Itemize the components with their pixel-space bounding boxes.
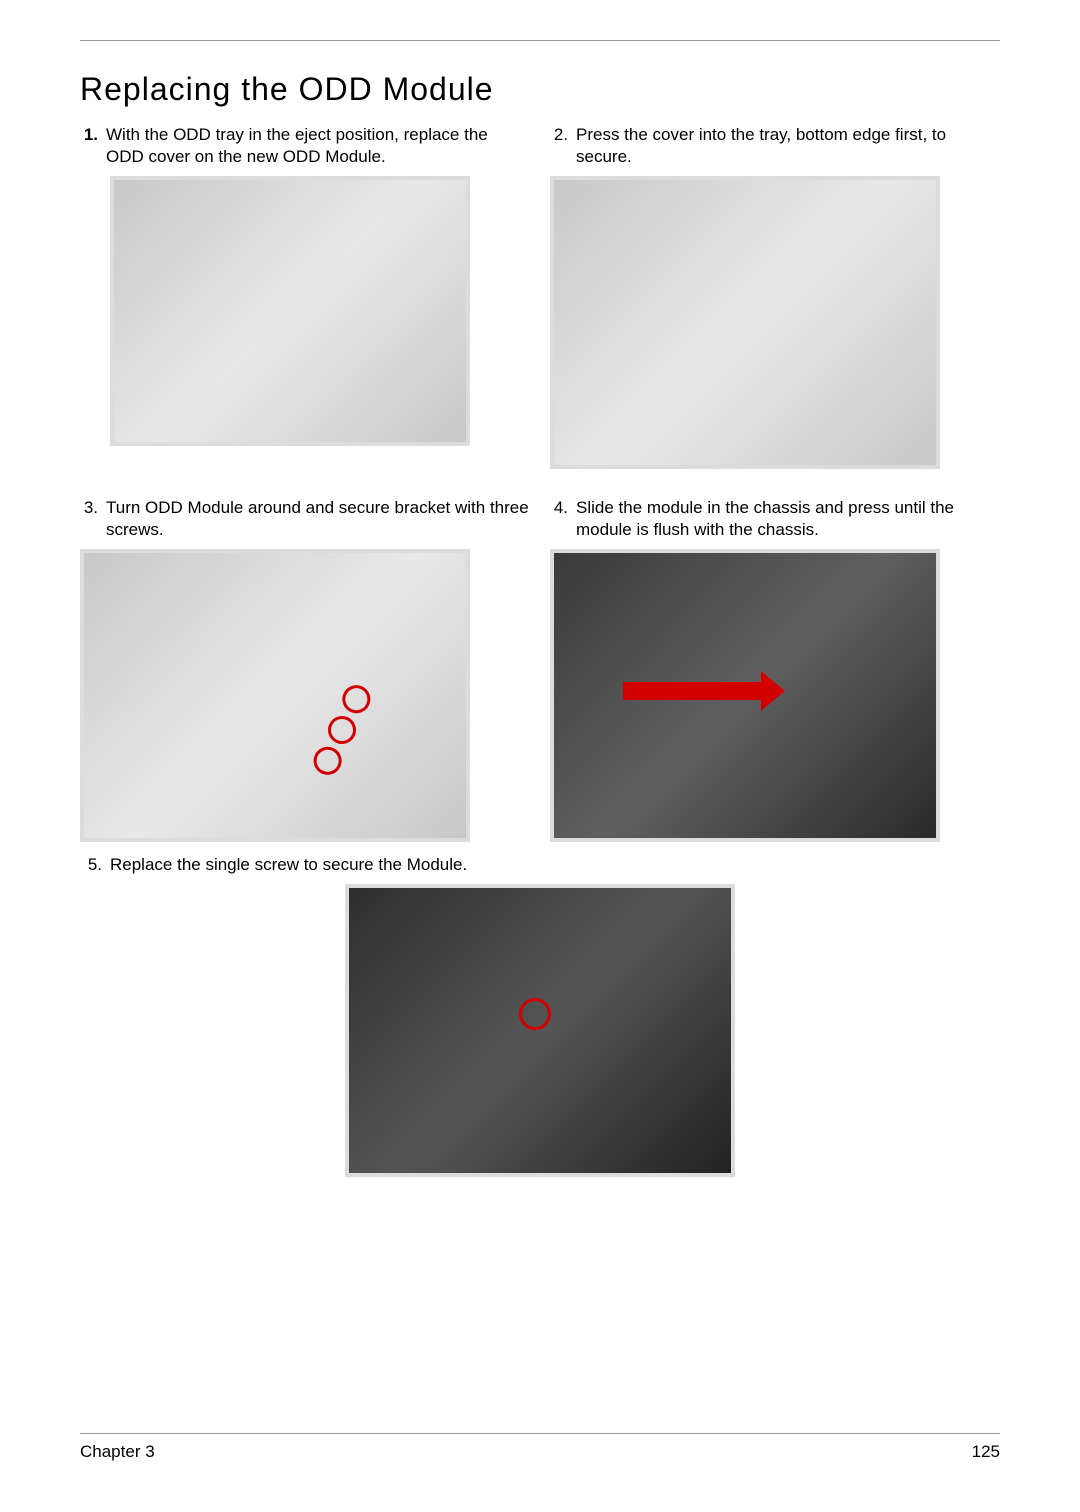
step-2-text: 2. Press the cover into the tray, bottom…: [550, 124, 1000, 168]
step-4-text: 4. Slide the module in the chassis and p…: [550, 497, 1000, 541]
figure-5: [345, 884, 735, 1177]
page-footer: Chapter 3 125: [80, 1433, 1000, 1462]
image-placeholder: [554, 553, 936, 838]
step-number: 1.: [80, 124, 106, 168]
circle-icon: [519, 998, 551, 1030]
step-3-text: 3. Turn ODD Module around and secure bra…: [80, 497, 530, 541]
step-number: 2.: [550, 124, 576, 168]
step-body: Turn ODD Module around and secure bracke…: [106, 497, 530, 541]
step-1-text: 1. With the ODD tray in the eject positi…: [80, 124, 530, 168]
step-1: 1. With the ODD tray in the eject positi…: [80, 124, 530, 469]
image-placeholder: [84, 553, 466, 838]
step-number: 4.: [550, 497, 576, 541]
figure-4: [550, 549, 940, 842]
step-body: With the ODD tray in the eject position,…: [106, 124, 530, 168]
step-5: 5. Replace the single screw to secure th…: [80, 854, 1000, 1177]
step-body: Replace the single screw to secure the M…: [110, 854, 1000, 876]
image-placeholder: [349, 888, 731, 1173]
step-body: Slide the module in the chassis and pres…: [576, 497, 1000, 541]
step-number: 3.: [80, 497, 106, 541]
figure-3: [80, 549, 470, 842]
arrow-icon: [623, 682, 763, 700]
figure-1: [110, 176, 470, 446]
page-content: Replacing the ODD Module 1. With the ODD…: [0, 0, 1080, 1177]
image-placeholder: [554, 180, 936, 465]
image-placeholder: [114, 180, 466, 442]
steps-row-1: 1. With the ODD tray in the eject positi…: [80, 124, 1000, 469]
footer-page-number: 125: [972, 1442, 1000, 1462]
page-title: Replacing the ODD Module: [80, 71, 1000, 108]
footer-chapter: Chapter 3: [80, 1442, 155, 1462]
steps-row-2: 3. Turn ODD Module around and secure bra…: [80, 497, 1000, 842]
circle-icon: [323, 712, 360, 749]
step-3: 3. Turn ODD Module around and secure bra…: [80, 497, 530, 842]
screw-circle-annotations: [309, 681, 375, 780]
step-2: 2. Press the cover into the tray, bottom…: [550, 124, 1000, 469]
step-number: 5.: [84, 854, 110, 876]
step-5-text: 5. Replace the single screw to secure th…: [80, 854, 1000, 876]
step-body: Press the cover into the tray, bottom ed…: [576, 124, 1000, 168]
step-4: 4. Slide the module in the chassis and p…: [550, 497, 1000, 842]
circle-icon: [338, 681, 375, 718]
top-rule: [80, 40, 1000, 41]
circle-icon: [309, 743, 346, 780]
figure-2: [550, 176, 940, 469]
